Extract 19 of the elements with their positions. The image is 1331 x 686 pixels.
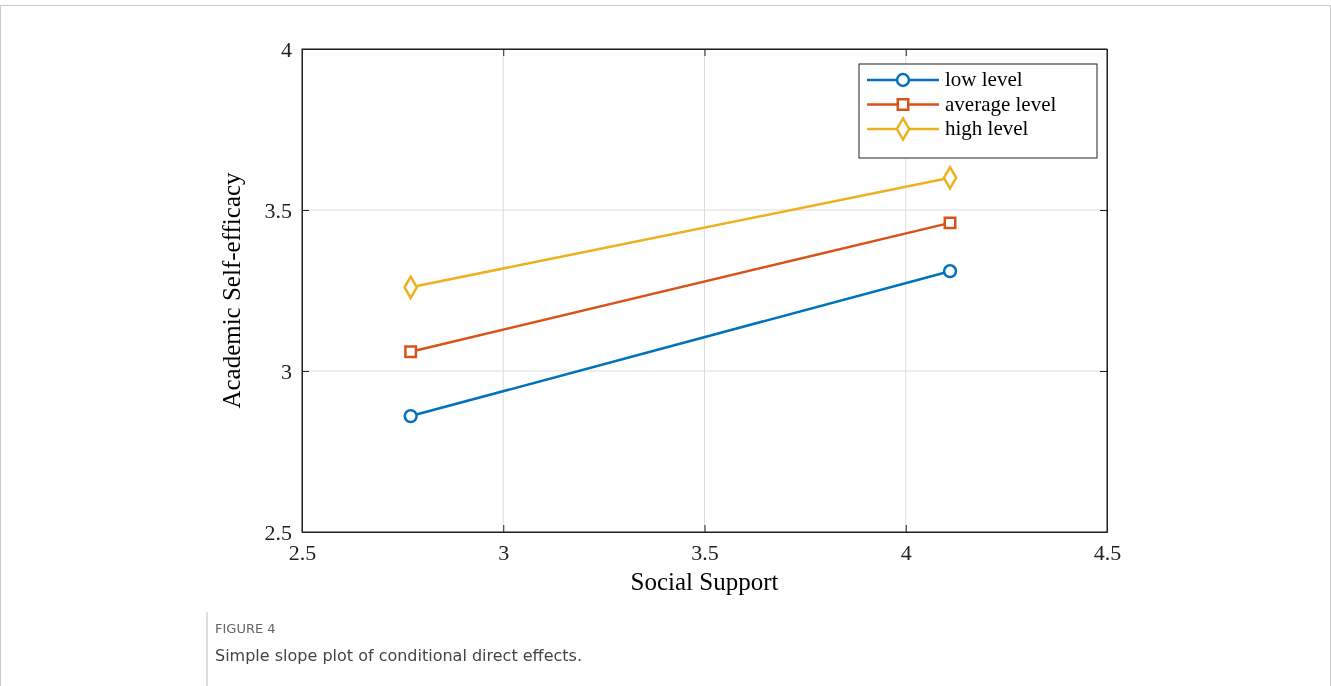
legend-label: low level — [945, 67, 1023, 91]
x-tick-label: 3 — [498, 539, 510, 565]
legend-label: average level — [945, 91, 1057, 116]
text: Simple slope plot of conditional direct effects. — [215, 646, 582, 665]
y-tick-label: 4 — [281, 36, 292, 62]
legend-label: high level — [945, 116, 1029, 140]
x-tick-label: 4 — [900, 539, 912, 565]
caption: FIGURE 4 — [215, 621, 276, 636]
y-tick-label: 2.5 — [264, 519, 292, 545]
point — [403, 408, 418, 424]
x-axis-title: Social Support — [630, 568, 779, 595]
point — [404, 345, 418, 359]
point — [942, 264, 958, 279]
y-tick-label: 3 — [281, 358, 292, 384]
x-tick-label: 3.5 — [691, 539, 719, 565]
point — [943, 216, 957, 230]
y-tick-label: 3.5 — [264, 197, 292, 223]
x-tick-label: 4.5 — [1093, 539, 1122, 565]
y-axis-title: Academic Self-efficacy — [218, 171, 245, 409]
